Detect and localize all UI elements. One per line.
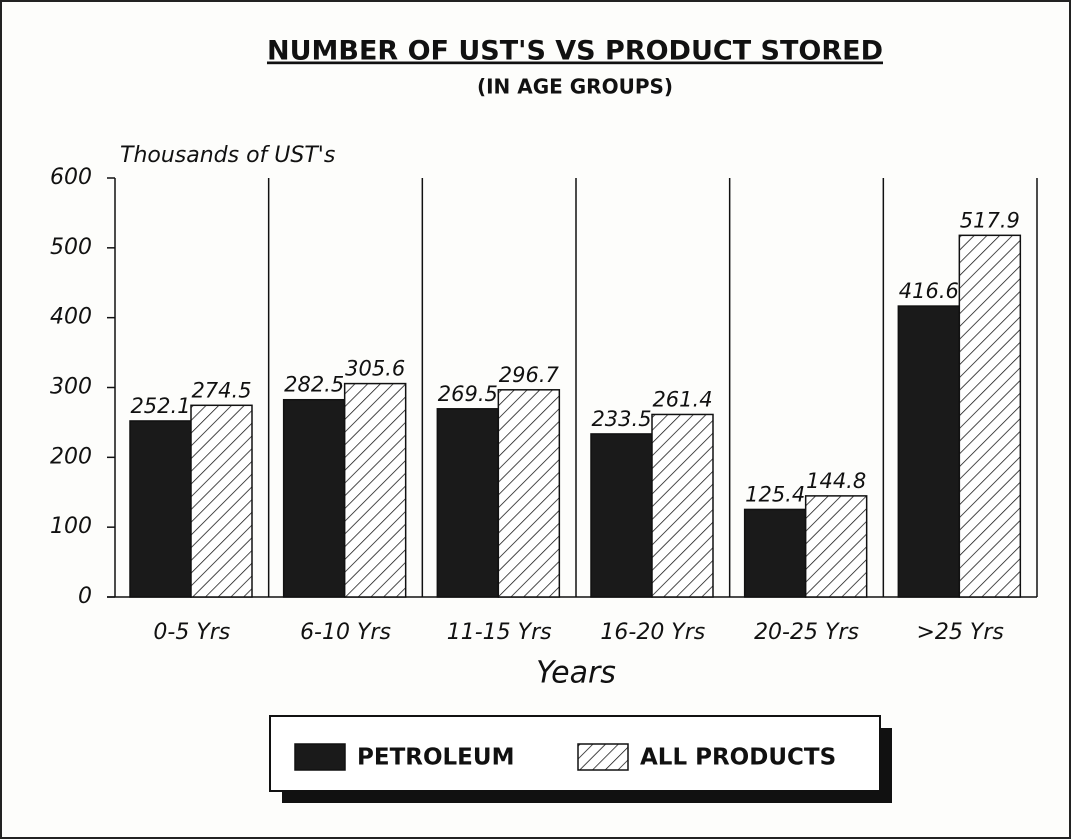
bar: [743, 508, 807, 598]
y-tick-label: 600: [50, 165, 92, 190]
data-label: 305.6: [345, 357, 405, 381]
y-tick-label: 400: [50, 305, 92, 330]
bar: [190, 404, 253, 598]
x-tick-label: 20-25 Yrs: [754, 620, 859, 645]
data-label: 274.5: [191, 378, 251, 402]
y-tick-label: 0: [78, 584, 92, 609]
data-label: 261.4: [652, 387, 712, 411]
x-tick-label: 6-10 Yrs: [300, 620, 391, 645]
y-tick-label: 100: [50, 514, 92, 539]
y-tick-label: 200: [50, 444, 92, 469]
y-tick-label: 500: [50, 235, 92, 260]
x-tick-label: 0-5 Yrs: [153, 620, 230, 645]
data-label: 144.8: [806, 469, 866, 493]
bar: [590, 433, 653, 598]
y-axis-label: Thousands of UST's: [120, 143, 335, 168]
y-tick-label: 300: [50, 375, 92, 400]
data-label: 416.6: [899, 279, 959, 303]
data-label: 125.4: [745, 482, 805, 506]
legend-label: ALL PRODUCTS: [640, 745, 836, 771]
data-label: 517.9: [960, 208, 1020, 232]
bar: [651, 413, 714, 598]
x-tick-label: >25 Yrs: [916, 620, 1003, 645]
data-label: 269.5: [438, 382, 498, 406]
x-axis-label: Years: [536, 656, 616, 691]
bar: [282, 398, 346, 598]
bar: [129, 420, 192, 598]
bar: [497, 389, 561, 598]
x-tick-label: 11-15 Yrs: [447, 620, 552, 645]
chart-title: NUMBER OF UST'S VS PRODUCT STORED: [267, 36, 883, 67]
data-label: 252.1: [130, 394, 190, 418]
bar: [897, 305, 961, 598]
data-label: 296.7: [499, 363, 560, 387]
bar: [436, 408, 500, 598]
data-label: 233.5: [591, 407, 651, 431]
x-tick-label: 16-20 Yrs: [600, 620, 705, 645]
bar: [958, 234, 1022, 598]
chart-subtitle: (IN AGE GROUPS): [477, 75, 673, 99]
legend: [269, 715, 881, 792]
legend-swatch: [294, 743, 346, 771]
legend-swatch: [577, 743, 629, 771]
data-label: 282.5: [284, 373, 344, 397]
bar: [343, 382, 407, 598]
legend-label: PETROLEUM: [357, 745, 514, 771]
bar: [804, 495, 868, 598]
